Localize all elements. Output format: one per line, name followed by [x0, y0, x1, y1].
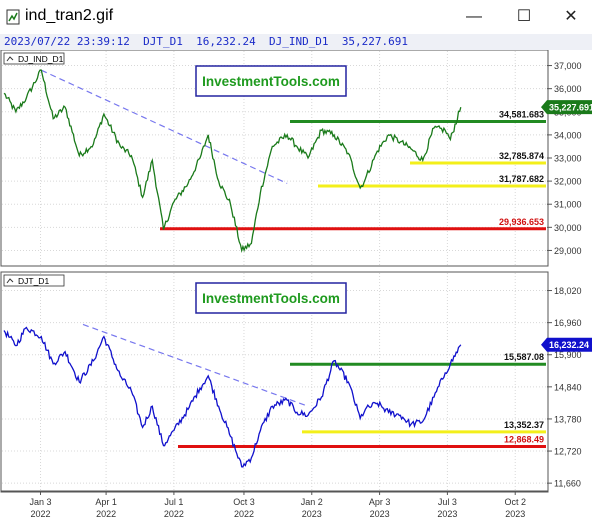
level-label: 29,936.653 [499, 217, 544, 227]
x-tick-label: Apr 3 [369, 497, 391, 507]
level-label: 15,587.08 [504, 352, 544, 362]
info-djt-value: 16,232.24 [196, 35, 256, 48]
y-tick-label: 15,900 [554, 350, 582, 360]
level-label: 13,352.37 [504, 420, 544, 430]
current-value-label: 16,232.24 [549, 340, 589, 350]
y-tick-label: 30,000 [554, 223, 582, 233]
info-bar: 2023/07/22 23:39:12 DJT_D1 16,232.24 DJ_… [0, 34, 592, 50]
y-tick-label: 13,780 [554, 414, 582, 424]
y-tick-label: 18,020 [554, 286, 582, 296]
current-value-label: 35,227.691 [549, 103, 592, 113]
y-tick-label: 14,840 [554, 382, 582, 392]
panel-title-box [3, 274, 65, 287]
panel-title-box [3, 52, 65, 65]
y-tick-label: 12,720 [554, 447, 582, 457]
x-tick-label: Jan 3 [29, 497, 51, 507]
charts-svg: 29,00030,00031,00032,00033,00034,00035,0… [0, 49, 592, 526]
x-tick-year: 2023 [437, 509, 457, 519]
x-tick-year: 2023 [302, 509, 322, 519]
level-label: 34,581.683 [499, 109, 544, 119]
app-icon [6, 9, 20, 25]
panel-title: DJT_D1 [18, 276, 49, 286]
brand-box [195, 65, 347, 97]
x-tick-year: 2023 [505, 509, 525, 519]
x-tick-year: 2022 [96, 509, 116, 519]
panel-title: DJ_IND_D1 [18, 54, 64, 64]
x-tick-label: Jan 2 [301, 497, 323, 507]
price-line-djt [3, 326, 462, 468]
level-label: 31,787.682 [499, 174, 544, 184]
y-tick-label: 32,000 [554, 177, 582, 187]
y-tick-label: 36,000 [554, 84, 582, 94]
x-tick-label: Oct 2 [504, 497, 526, 507]
level-label: 32,785.874 [499, 151, 544, 161]
info-dji-label: DJ_IND_D1 [268, 35, 329, 48]
y-tick-label: 33,000 [554, 154, 582, 164]
panel-title-icon [6, 278, 14, 284]
x-tick-year: 2022 [234, 509, 254, 519]
y-tick-label: 37,000 [554, 61, 582, 71]
window-titlebar: ind_tran2.gif — ☐ ✕ [0, 0, 592, 34]
info-djt-label: DJT_D1 [143, 35, 183, 48]
close-button[interactable]: ✕ [564, 8, 578, 25]
brand-text: InvestmentTools.com [202, 74, 340, 89]
info-dji-value: 35,227.691 [341, 35, 409, 48]
x-tick-year: 2023 [370, 509, 390, 519]
y-tick-label: 11,660 [554, 479, 581, 489]
brand-box [195, 282, 347, 314]
djt-panel: 11,660 12,720 13,780 14,840 15,900 16,960 18,0… [0, 271, 592, 493]
x-tick-label: Jul 1 [164, 497, 183, 507]
info-timestamp: 2023/07/22 23:39:12 [4, 35, 130, 48]
minimize-button[interactable]: — [466, 8, 482, 25]
y-tick-label: 29,000 [554, 246, 582, 256]
level-label: 12,868.49 [504, 435, 544, 445]
x-tick-year: 2022 [164, 509, 184, 519]
y-tick-label: 16,960 [554, 318, 582, 328]
brand-text: InvestmentTools.com [202, 291, 340, 306]
trend-line [41, 69, 288, 184]
current-value-badge [541, 337, 592, 352]
y-tick-label: 34,000 [554, 130, 582, 140]
panel-title-icon [6, 56, 14, 62]
x-tick-label: Oct 3 [233, 497, 255, 507]
dji-panel: 29,00030,00031,00032,00033,00034,00035,0… [0, 49, 592, 267]
chart-area: 29,00030,00031,00032,00033,00034,00035,0… [0, 49, 592, 526]
window-title: ind_tran2.gif [25, 7, 114, 24]
x-tick-label: Jul 3 [438, 497, 457, 507]
current-value-badge [541, 100, 592, 115]
price-line-dji [3, 69, 462, 253]
x-tick-label: Apr 1 [95, 497, 117, 507]
maximize-button[interactable]: ☐ [516, 8, 532, 25]
x-axis: Jan 3 2022 Apr 1 2022 Jul 1 2022 Oct 3 2022 Jan … [1, 490, 548, 519]
y-tick-label: 31,000 [554, 200, 582, 210]
x-tick-year: 2022 [30, 509, 50, 519]
